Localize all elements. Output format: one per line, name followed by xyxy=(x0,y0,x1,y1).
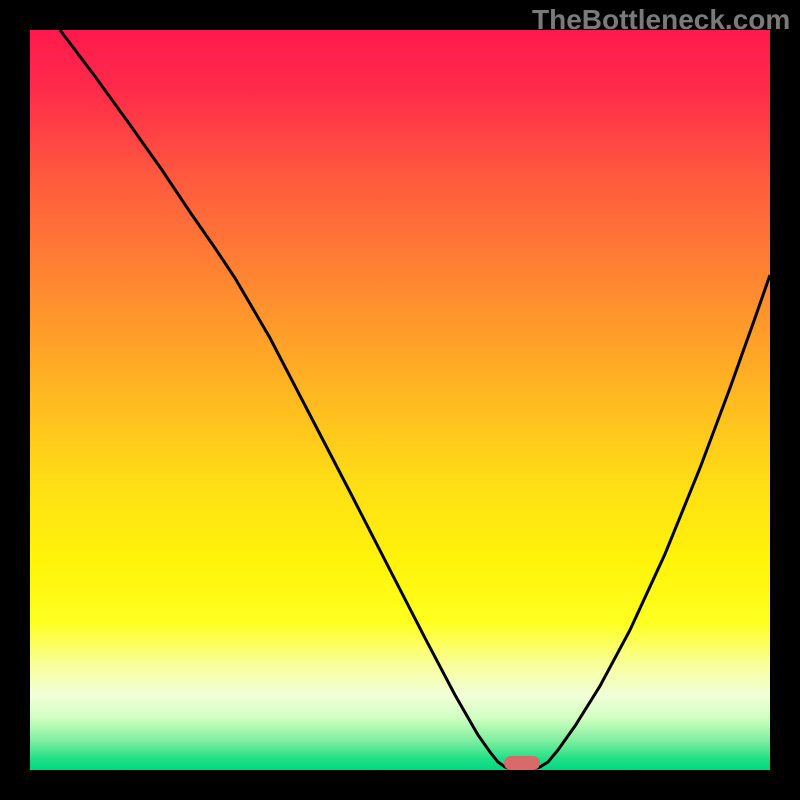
bottleneck-chart xyxy=(0,0,800,800)
watermark-text: TheBottleneck.com xyxy=(532,4,790,36)
optimum-marker xyxy=(504,756,540,770)
